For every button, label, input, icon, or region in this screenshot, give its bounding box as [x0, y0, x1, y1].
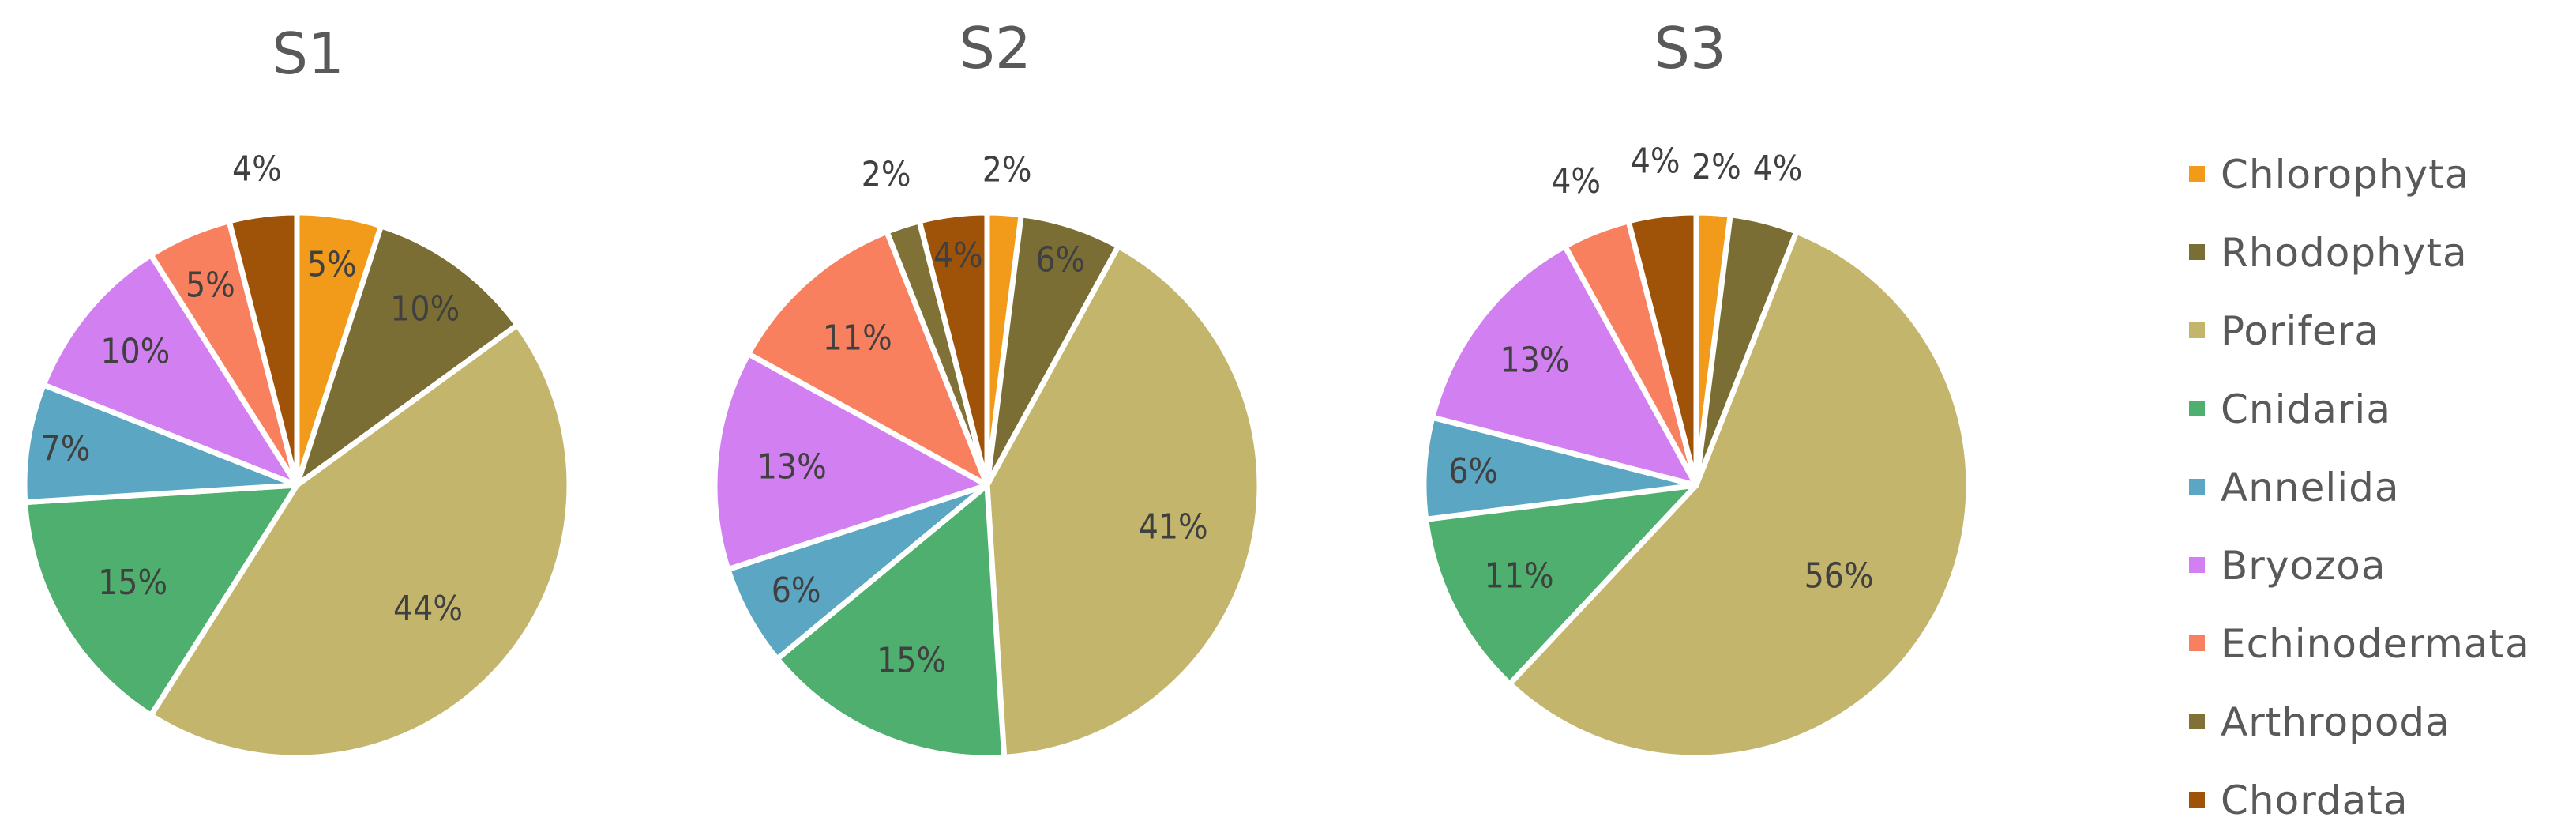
pie-chart-s3: 2% 4% 56% 11% 6% 13% 4% 4% S3: [1421, 15, 1972, 761]
legend-swatch-chlorophyta: [2189, 166, 2205, 182]
legend-swatch-rhodophyta: [2189, 244, 2205, 260]
pie-slice-s3-chordata: [1625, 209, 1699, 488]
legend-swatch-arthropoda: [2189, 714, 2205, 729]
pie-chart-s1: 5% 10% 44% 15% 7% 10% 5% 4% S1: [21, 21, 573, 761]
pie-label-s1-rhodophyta: 10%: [390, 289, 460, 330]
legend-swatch-chordata: [2189, 792, 2205, 808]
pie-slice-s2-echinodermata: [745, 228, 990, 488]
pie-slice-s1-porifera: [148, 322, 573, 761]
pie-label-s3-echinodermata: 4%: [1551, 161, 1601, 201]
pie-slice-s1-rhodophyta: [294, 223, 520, 488]
pie-label-s1-bryozoa: 10%: [100, 332, 170, 372]
pie-label-s2-chlorophyta: 2%: [982, 150, 1032, 190]
pie-label-s3-cnidaria: 11%: [1485, 555, 1554, 596]
pie-label-s1-chordata: 4%: [232, 149, 282, 190]
pie-label-s1-cnidaria: 15%: [98, 563, 167, 603]
legend-swatch-porifera: [2189, 322, 2205, 338]
pie-label-s2-bryozoa: 13%: [757, 447, 827, 488]
pie-slice-s1-annelida: [21, 382, 300, 506]
legend-label-echinodermata: Echinodermata: [2221, 621, 2530, 667]
legend-label-porifera: Porifera: [2221, 308, 2379, 354]
pie-label-s2-echinodermata: 11%: [823, 318, 892, 359]
pie-title-s3: S3: [1654, 15, 1726, 81]
pie-title-s2: S2: [959, 15, 1031, 81]
legend-label-chlorophyta: Chlorophyta: [2221, 152, 2469, 198]
pie-label-s3-rhodophyta: 4%: [1753, 149, 1803, 189]
pie-slice-s1-bryozoa: [40, 252, 300, 488]
pie-label-s1-chlorophyta: 5%: [307, 245, 357, 285]
pie-label-s1-echinodermata: 5%: [186, 265, 235, 306]
pie-label-s3-chlorophyta: 2%: [1692, 147, 1741, 187]
pie-label-s1-porifera: 44%: [393, 589, 463, 629]
legend-label-chordata: Chordata: [2221, 778, 2409, 823]
legend-swatch-cnidaria: [2189, 401, 2205, 416]
legend-swatch-bryozoa: [2189, 557, 2205, 573]
legend-swatch-echinodermata: [2189, 635, 2205, 651]
pie-slice-s2-cnidaria: [774, 482, 1008, 761]
legend-label-arthropoda: Arthropoda: [2221, 699, 2450, 745]
pie-label-s2-porifera: 41%: [1139, 507, 1208, 548]
legend-label-annelida: Annelida: [2221, 465, 2400, 510]
pie-slice-s3-cnidaria: [1423, 482, 1699, 687]
pie-label-s2-arthropoda: 2%: [862, 154, 911, 194]
legend: Chlorophyta Rhodophyta Porifera Cnidaria Ann…: [2189, 152, 2530, 823]
pie-label-s2-chordata: 4%: [933, 235, 983, 276]
pie-slice-s2-chordata: [916, 209, 990, 488]
pie-slice-s2-bryozoa: [712, 351, 990, 573]
pie-label-s2-cnidaria: 15%: [877, 641, 946, 681]
pie-label-s2-annelida: 6%: [772, 571, 821, 611]
pie-label-s3-annelida: 6%: [1448, 451, 1498, 491]
pie-slice-s3-porifera: [1507, 228, 1972, 761]
pie-slice-s2-porifera: [984, 243, 1263, 760]
pie-label-s1-annelida: 7%: [41, 429, 91, 469]
pie-label-s2-rhodophyta: 6%: [1035, 240, 1085, 281]
legend-label-rhodophyta: Rhodophyta: [2221, 230, 2468, 276]
legend-swatch-annelida: [2189, 479, 2205, 495]
legend-label-bryozoa: Bryozoa: [2221, 543, 2386, 589]
pie-slice-s1-chordata: [226, 209, 300, 488]
pie-slice-s3-bryozoa: [1429, 243, 1699, 488]
pie-chart-s2: 2% 6% 41% 15% 6% 13% 11% 2% 4% S2: [712, 15, 1263, 761]
pie-label-s3-bryozoa: 13%: [1500, 340, 1570, 380]
pie-title-s1: S1: [272, 21, 344, 87]
pie-label-s3-chordata: 4%: [1631, 141, 1680, 181]
legend-label-cnidaria: Cnidaria: [2221, 386, 2391, 432]
pie-slice-s1-cnidaria: [22, 482, 300, 718]
pie-label-s3-porifera: 56%: [1804, 556, 1874, 597]
